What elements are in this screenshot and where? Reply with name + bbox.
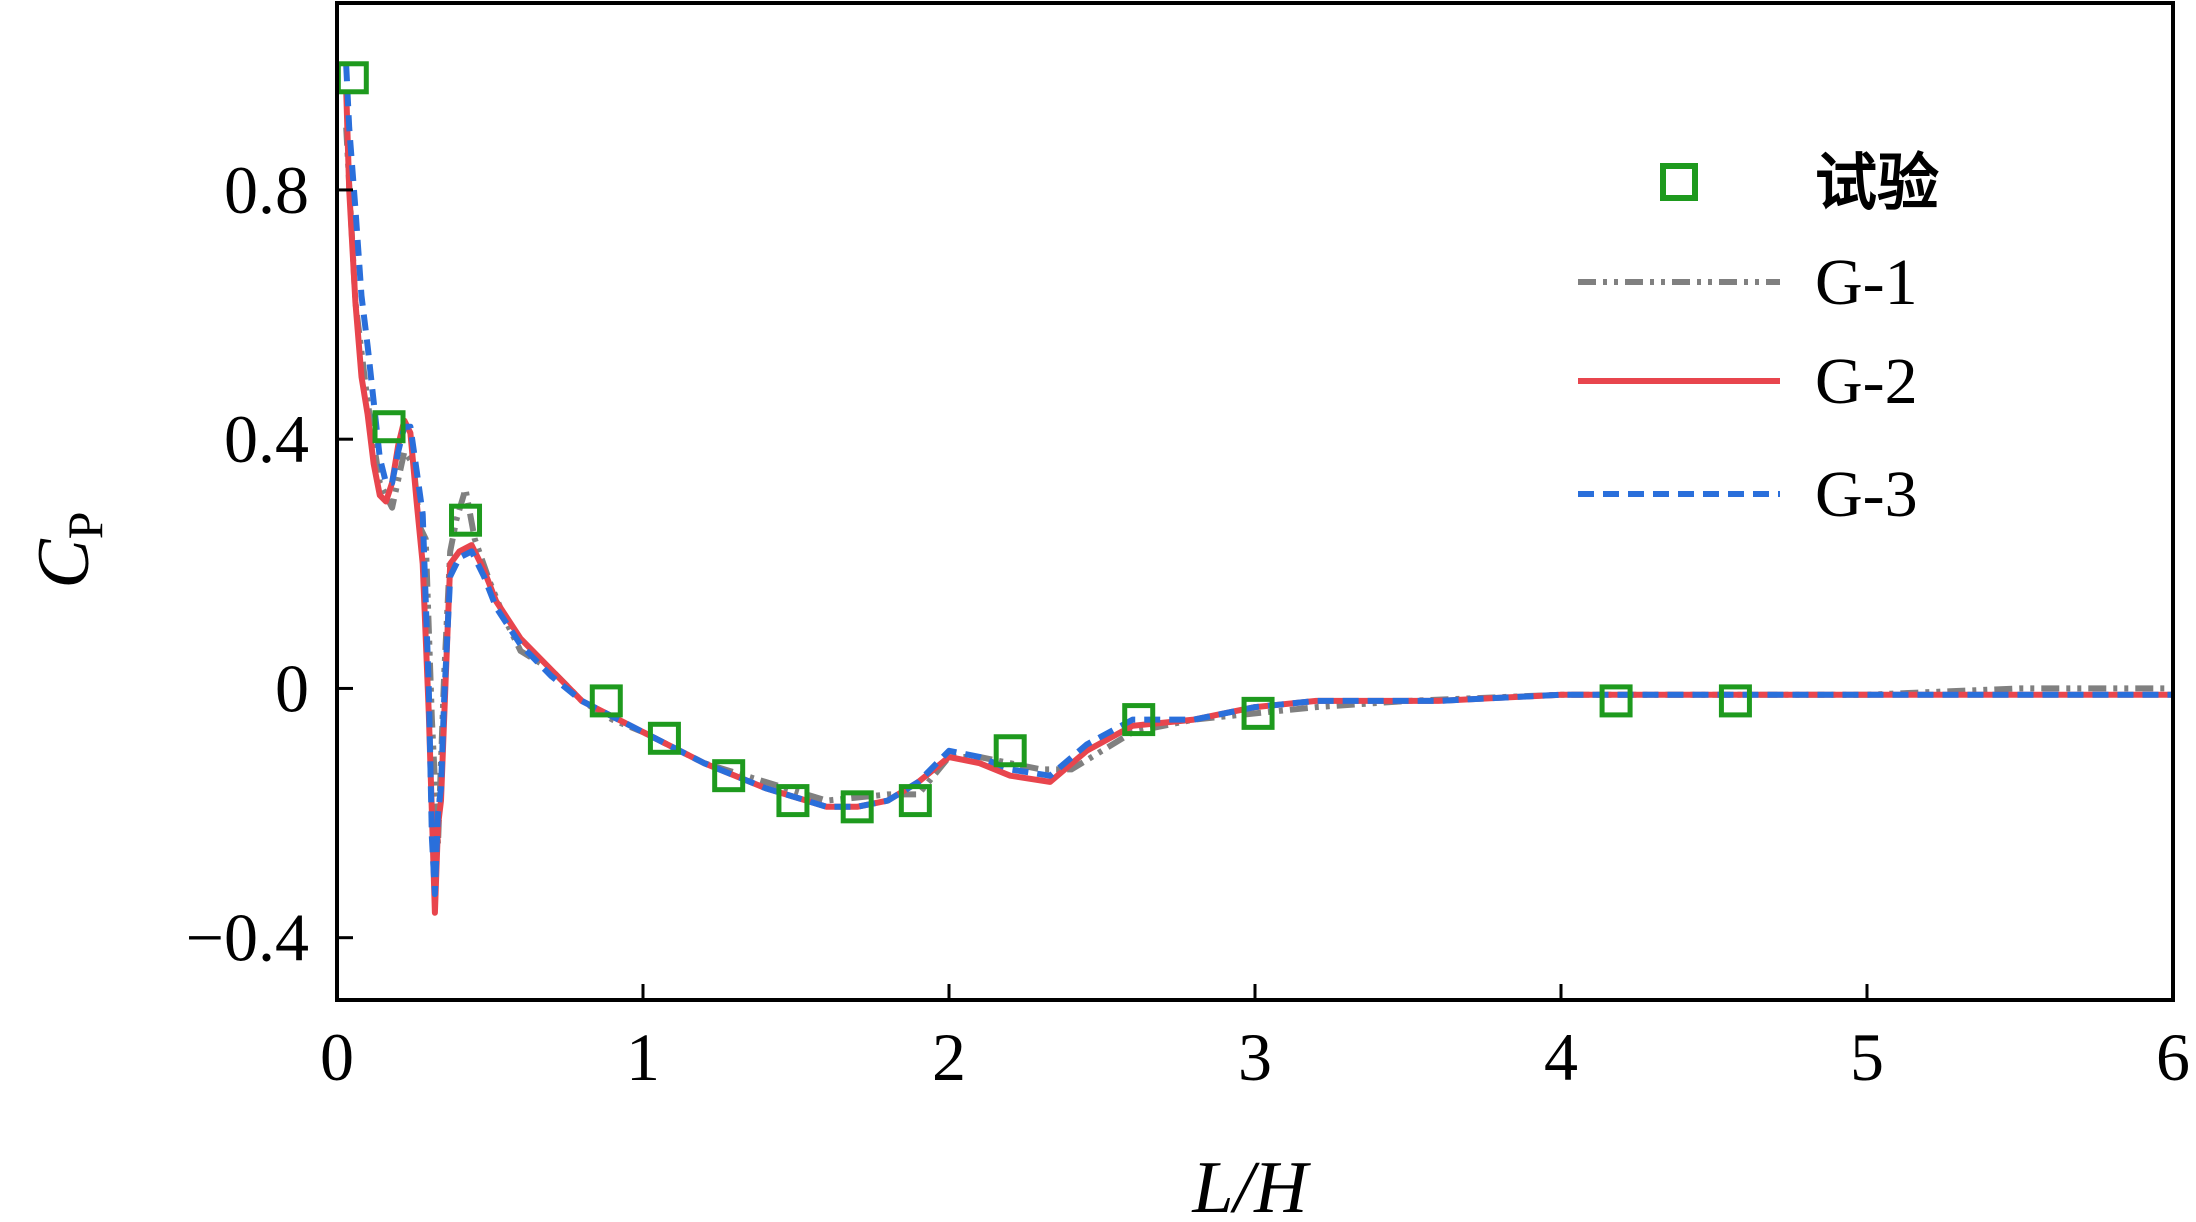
experiment-point — [1718, 684, 1752, 718]
x-tick-label: 4 — [1544, 1019, 1578, 1095]
y-axis-title-sub: P — [57, 511, 113, 539]
experiment-point — [1122, 703, 1156, 737]
legend-label: G-2 — [1815, 345, 1918, 418]
experiment-point — [1241, 696, 1275, 730]
experiment-point — [449, 503, 483, 537]
legend: 试验 G-1 G-2 G-3 — [1578, 146, 1939, 531]
y-axis-title: CP — [23, 511, 113, 588]
legend-label: 试验 — [1815, 146, 1939, 219]
experiment-point — [1599, 684, 1633, 718]
legend-marker-experiment — [1660, 163, 1698, 201]
experiment-point — [647, 721, 681, 755]
x-tick-label: 2 — [932, 1019, 966, 1095]
x-tick-label: 0 — [320, 1019, 354, 1095]
x-tick-label: 6 — [2156, 1019, 2190, 1095]
y-tick-label: 0.4 — [224, 401, 309, 477]
legend-label: G-3 — [1815, 458, 1918, 531]
x-axis-title: L/H — [1191, 1147, 1311, 1222]
x-tick-label: 3 — [1238, 1019, 1272, 1095]
x-tick-label: 1 — [626, 1019, 660, 1095]
experiment-point — [372, 410, 406, 444]
experiment-point — [335, 61, 369, 95]
experiment-point — [589, 684, 623, 718]
x-tick-label: 5 — [1850, 1019, 1884, 1095]
experiment-point — [898, 784, 932, 818]
markers-layer — [335, 61, 1752, 824]
y-tick-label: −0.4 — [186, 900, 309, 976]
experiment-point — [993, 734, 1027, 768]
series-line-g-3 — [343, 65, 2173, 898]
y-tick-label: 0 — [275, 650, 309, 726]
legend-label: G-1 — [1815, 246, 1918, 319]
y-axis-title-main: C — [23, 538, 105, 589]
experiment-point — [840, 790, 874, 824]
y-tick-label: 0.8 — [224, 152, 309, 228]
experiment-point — [712, 759, 746, 793]
ticks-layer: 0 1 2 3 4 5 6−0.400.40.8 — [186, 152, 2190, 1095]
experiment-point — [776, 784, 810, 818]
